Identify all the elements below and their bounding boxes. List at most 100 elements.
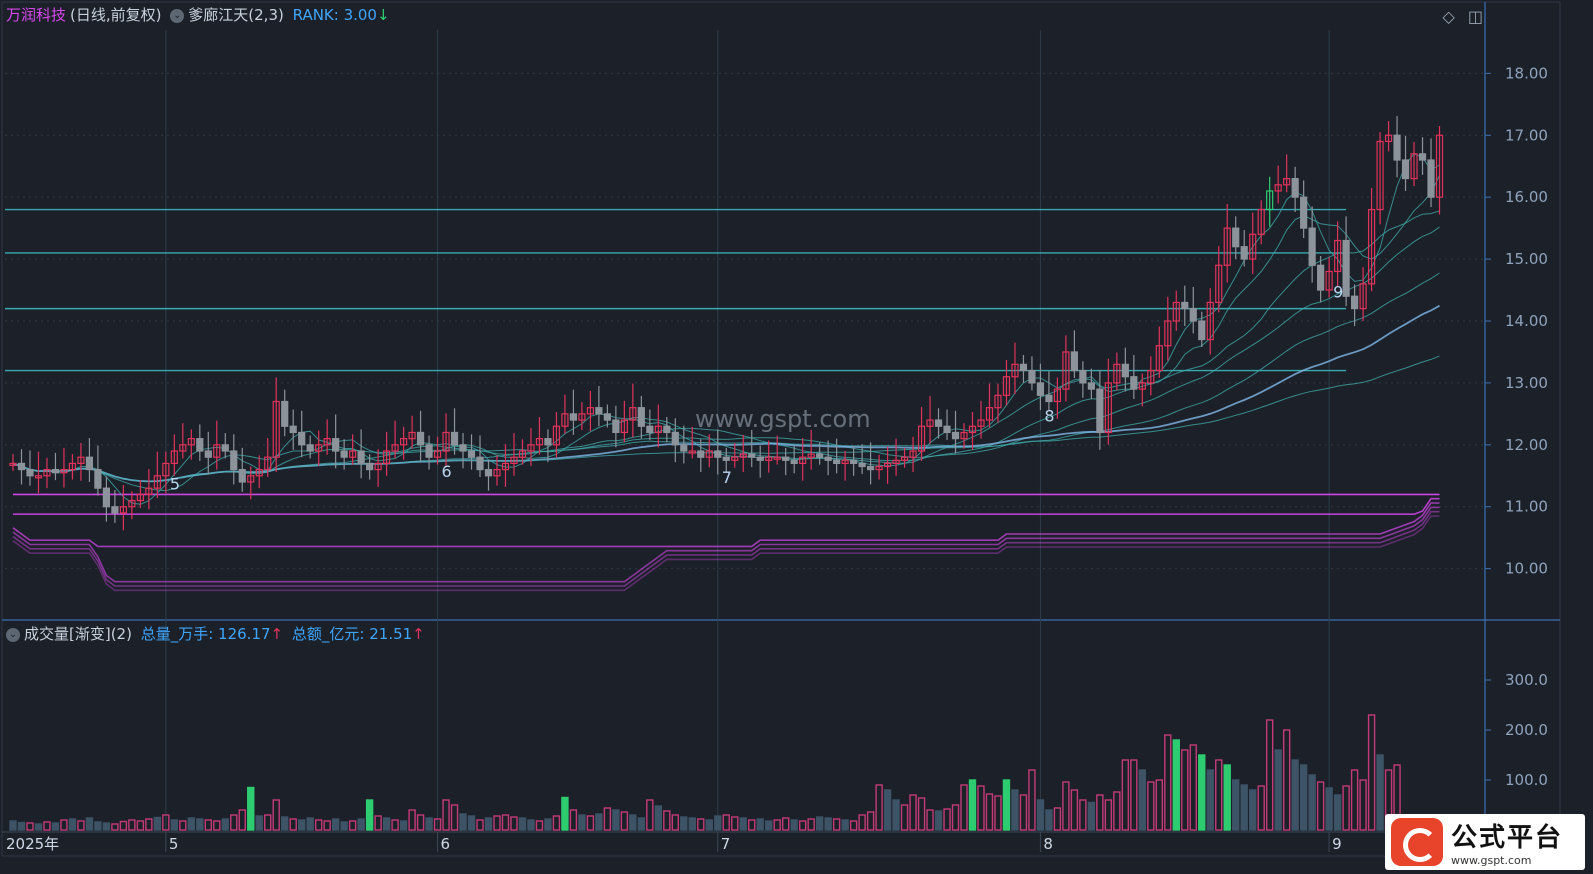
- volume-bar: [162, 814, 170, 831]
- candle-body: [476, 456, 484, 471]
- candle-body: [595, 407, 603, 415]
- volume-bar: [331, 818, 340, 831]
- volume-bar: [1198, 754, 1206, 831]
- volume-bar: [85, 817, 94, 831]
- candle-body: [467, 450, 476, 458]
- candle-body: [1198, 320, 1206, 341]
- volume-bar: [731, 816, 739, 831]
- volume-bar: [1215, 759, 1223, 831]
- support-band-line: [12, 515, 1440, 592]
- volume-bar: [849, 820, 858, 831]
- panel-toggle-icon[interactable]: ◫: [1467, 7, 1483, 26]
- volume-bar: [289, 818, 297, 831]
- volume-bar: [26, 822, 34, 831]
- volume-bar: [892, 799, 900, 831]
- candle-body: [323, 438, 331, 446]
- candle-body: [102, 487, 111, 508]
- volume-bar: [1045, 809, 1053, 831]
- candle-body: [1138, 382, 1146, 390]
- volume-bar: [714, 815, 722, 831]
- volume-bar: [9, 820, 17, 831]
- diamond-icon[interactable]: ◇: [1442, 7, 1455, 26]
- candle-body: [162, 462, 170, 477]
- candle-body: [654, 425, 662, 434]
- price-tick-label: 12.00: [1505, 436, 1548, 454]
- volume-bar: [493, 815, 501, 831]
- gspt-logo-icon: [1391, 818, 1443, 866]
- candle-body: [1367, 208, 1376, 285]
- volume-bar: [994, 795, 1002, 831]
- stock-name[interactable]: 万润科技: [6, 6, 67, 24]
- period-label[interactable]: (日线,前复权): [70, 6, 162, 24]
- volume-bar: [518, 817, 527, 831]
- indicator-name[interactable]: 爹廊江天(2,3): [188, 6, 284, 24]
- candle-body: [391, 444, 399, 452]
- candle-body: [85, 456, 94, 471]
- candle-body: [264, 456, 272, 471]
- candle-body: [501, 462, 510, 471]
- support-band-line: [12, 502, 1440, 548]
- volume-bar: [272, 799, 280, 831]
- candle-body: [892, 459, 900, 465]
- candle-body: [399, 438, 408, 446]
- candle-body: [951, 431, 960, 440]
- candle-body: [1062, 351, 1070, 390]
- candle-body: [1002, 376, 1011, 396]
- volume-tick-label: 300.0: [1505, 671, 1548, 689]
- candle-body: [1410, 153, 1418, 180]
- volume-bar: [221, 818, 229, 831]
- chart-frame: [1, 1, 1561, 857]
- volume-bar: [340, 821, 348, 831]
- up-arrow-icon: ↑: [412, 625, 425, 643]
- volume-bar: [612, 809, 620, 831]
- price-tick-label: 11.00: [1505, 498, 1548, 516]
- volume-bar: [909, 794, 917, 831]
- volume-bar: [663, 810, 671, 831]
- candle-body: [9, 462, 17, 467]
- candle-body: [1435, 134, 1444, 198]
- candle-body: [289, 425, 297, 434]
- candle-body: [340, 450, 348, 458]
- volume-bar: [1053, 807, 1062, 831]
- volume-bar: [586, 815, 595, 831]
- volume-bar: [629, 814, 637, 831]
- collapse-icon[interactable]: ⌄: [6, 627, 20, 642]
- candle-body: [1130, 376, 1138, 390]
- volume-bar: [153, 816, 162, 831]
- candle-body: [450, 431, 459, 446]
- candle-body: [298, 431, 306, 446]
- candle-body: [60, 468, 68, 474]
- volume-bar: [603, 807, 612, 831]
- volume-bar: [1079, 799, 1087, 831]
- candle-body: [977, 419, 985, 427]
- candle-body: [1172, 301, 1180, 322]
- candle-body: [816, 453, 824, 458]
- candle-body: [1266, 190, 1274, 211]
- candle-body: [204, 450, 212, 458]
- volume-bar: [1155, 779, 1164, 831]
- volume-bar: [866, 811, 875, 831]
- candle-body: [968, 425, 977, 434]
- volume-bar: [255, 815, 263, 831]
- candle-body: [433, 450, 442, 458]
- volume-bar: [128, 819, 136, 831]
- candle-body: [484, 468, 493, 477]
- volume-bar: [756, 818, 764, 831]
- candle-body: [442, 431, 450, 452]
- collapse-icon[interactable]: ⌄: [170, 8, 185, 23]
- volume-bar: [238, 809, 246, 831]
- volume-bar: [1172, 739, 1180, 831]
- candle-body: [238, 468, 246, 483]
- volume-bar: [247, 786, 255, 831]
- volume-bar: [230, 814, 238, 831]
- volume-bar: [60, 819, 68, 831]
- month-label: 8: [1043, 835, 1053, 853]
- volume-bar: [824, 817, 832, 831]
- volume-bar: [561, 796, 569, 831]
- volume-bar: [832, 818, 841, 831]
- volume-bar: [1104, 799, 1113, 831]
- volume-indicator-name[interactable]: 成交量[渐变](2): [24, 625, 132, 643]
- volume-bar: [569, 809, 578, 831]
- volume-bar: [374, 815, 382, 831]
